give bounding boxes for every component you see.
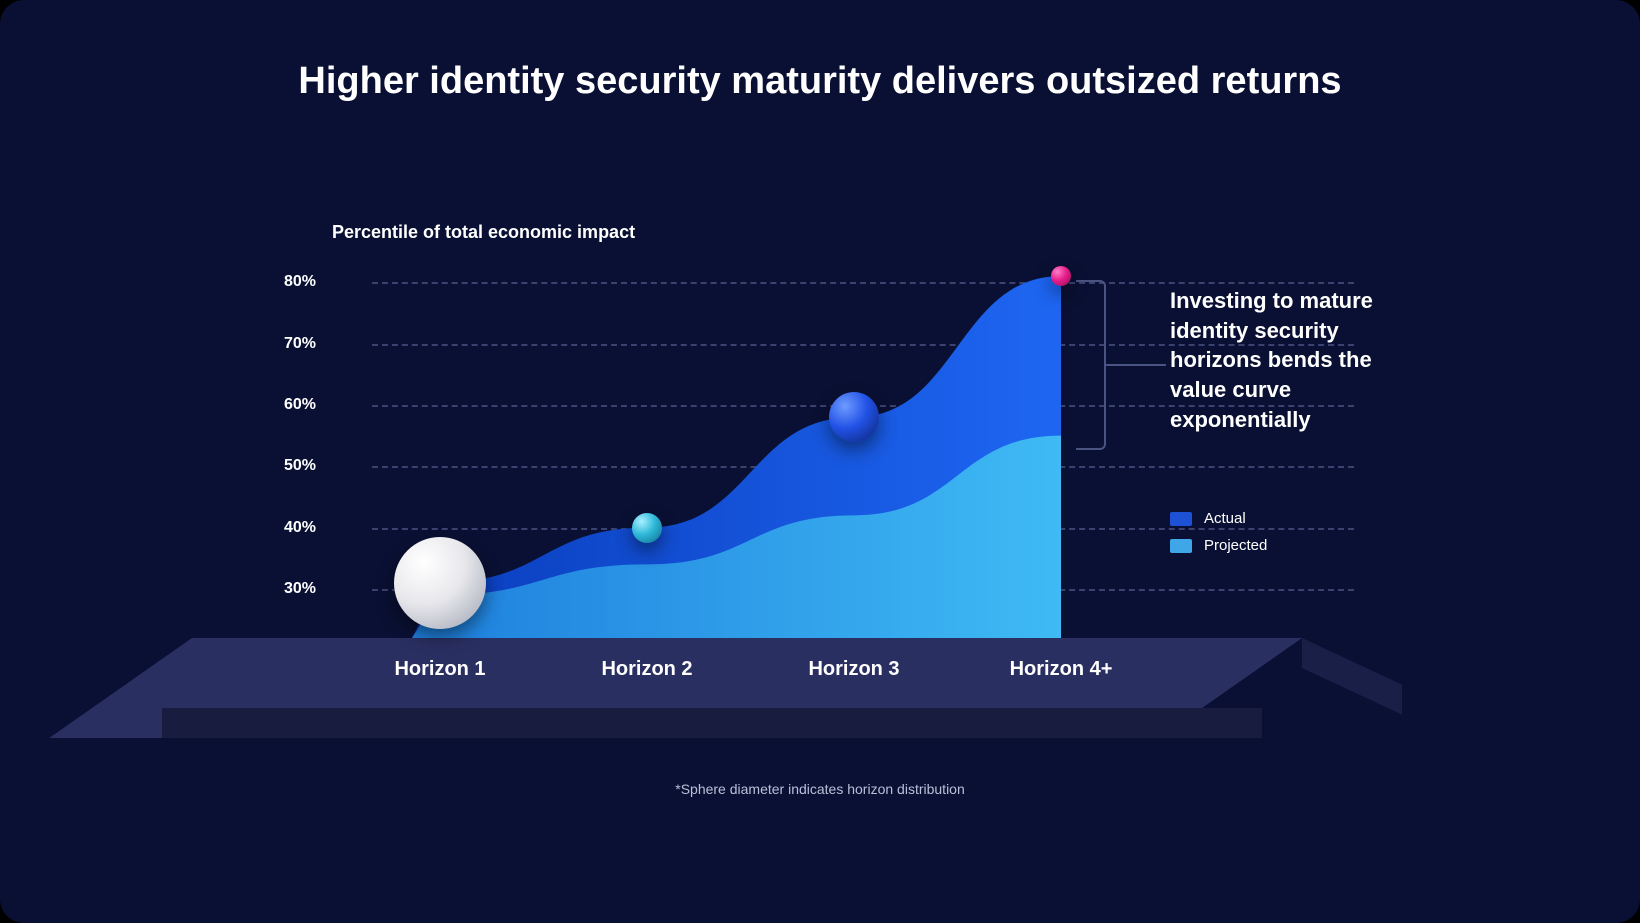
y-tick-label: 60% bbox=[284, 396, 316, 414]
data-sphere bbox=[632, 513, 662, 543]
callout-text: Investing to mature identity security ho… bbox=[1170, 286, 1410, 434]
callout-bracket bbox=[1076, 280, 1106, 450]
y-tick-label: 40% bbox=[284, 519, 316, 537]
legend: Actual Projected bbox=[1170, 510, 1267, 564]
chart-subtitle: Percentile of total economic impact bbox=[332, 222, 635, 243]
callout-connector bbox=[1106, 364, 1166, 366]
y-tick-label: 30% bbox=[284, 580, 316, 598]
y-tick-label: 50% bbox=[284, 457, 316, 475]
legend-item-actual: Actual bbox=[1170, 510, 1267, 527]
x-category-label: Horizon 4+ bbox=[1010, 658, 1113, 681]
chart-title: Higher identity security maturity delive… bbox=[0, 60, 1640, 103]
data-sphere bbox=[394, 537, 486, 629]
plot-area: Investing to mature identity security ho… bbox=[332, 270, 1422, 770]
data-sphere bbox=[1051, 266, 1071, 286]
legend-swatch-projected bbox=[1170, 539, 1192, 553]
x-category-label: Horizon 1 bbox=[394, 658, 485, 681]
chart-canvas: Higher identity security maturity delive… bbox=[0, 0, 1640, 923]
legend-label-actual: Actual bbox=[1204, 510, 1246, 527]
x-category-label: Horizon 2 bbox=[601, 658, 692, 681]
legend-label-projected: Projected bbox=[1204, 537, 1267, 554]
y-tick-label: 70% bbox=[284, 335, 316, 353]
platform-right bbox=[1302, 638, 1402, 715]
data-sphere bbox=[829, 392, 879, 442]
platform-front bbox=[162, 708, 1262, 738]
legend-swatch-actual bbox=[1170, 512, 1192, 526]
y-tick-label: 80% bbox=[284, 273, 316, 291]
x-category-label: Horizon 3 bbox=[808, 658, 899, 681]
legend-item-projected: Projected bbox=[1170, 537, 1267, 554]
chart-footnote: *Sphere diameter indicates horizon distr… bbox=[0, 781, 1640, 797]
